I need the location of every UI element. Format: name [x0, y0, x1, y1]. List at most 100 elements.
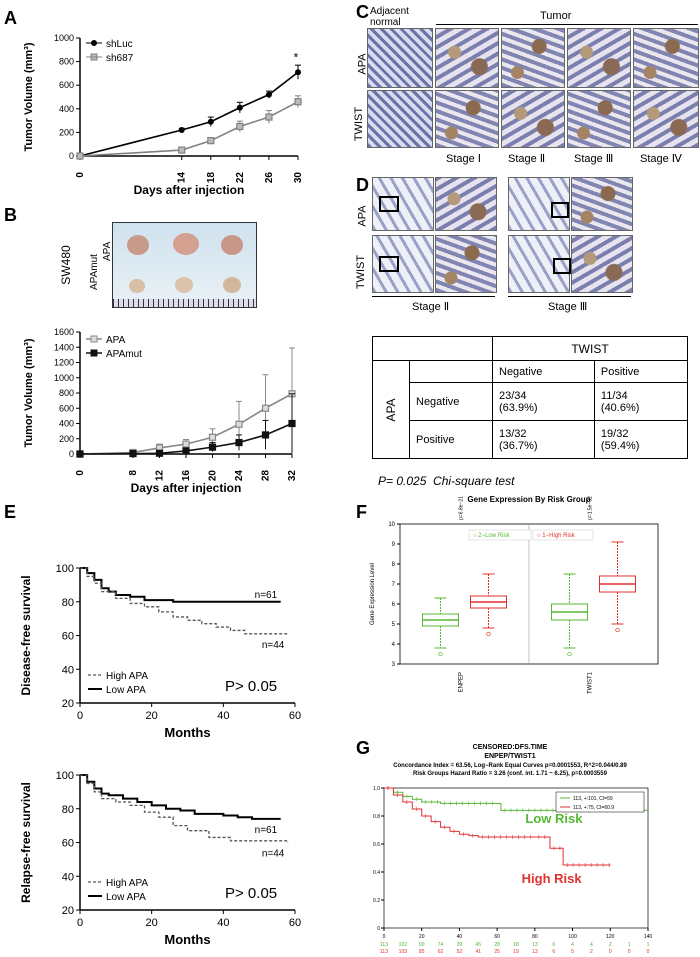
x-tick-label: 0: [75, 172, 86, 178]
at-risk-low: 1: [628, 942, 631, 948]
d-stage3-label: Stage Ⅲ: [548, 301, 588, 313]
panel-letter-f: F: [356, 502, 367, 522]
low-risk-label: Low Risk: [525, 811, 583, 826]
legend-label: shLuc: [106, 39, 133, 50]
x-tick-label: 14: [177, 172, 188, 184]
panel-b-chart: 0 200 400 600 800 1000 1200 1400 1600 0 8 12 16 20 24 2…: [23, 327, 298, 495]
x-tick-label: 80: [532, 934, 538, 940]
ihc-apa-stage4: [633, 28, 699, 88]
at-risk-high: 19: [513, 949, 519, 955]
x-tick-label: 24: [234, 470, 245, 482]
at-risk-high: 5: [571, 949, 574, 955]
x-tick-label: 140: [644, 934, 653, 940]
x-tick-label: 22: [235, 172, 246, 184]
stage3-bracket: [508, 296, 631, 297]
data-point: [182, 447, 190, 455]
data-point: [208, 443, 217, 451]
panel-letter-e: E: [4, 502, 17, 522]
x-tick-label: 0: [383, 934, 386, 940]
series-line-sh687: [79, 101, 299, 157]
data-point: [265, 91, 272, 98]
cell-line-label: SW480: [59, 245, 73, 285]
at-risk-low: 18: [513, 942, 519, 948]
n-label: n=44: [262, 849, 285, 860]
ihc-d-apa-stage3-low: [508, 177, 570, 231]
x-tick-label: 100: [568, 934, 577, 940]
zoom-box: [553, 258, 571, 274]
y-tick-label: 3: [392, 662, 396, 668]
tumor-4: [129, 279, 145, 293]
legend-box: [532, 529, 594, 541]
stage-2-label: Stage Ⅱ: [508, 153, 546, 165]
x-tick-label: 0: [77, 710, 83, 722]
d-stage2-label: Stage Ⅱ: [412, 301, 450, 313]
x-tick-label: 120: [606, 934, 615, 940]
x-tick-label: 18: [206, 172, 217, 184]
ihc-d-apa-stage3-high: [571, 177, 633, 231]
y-axis-label: Tumor Volume (mm³): [23, 42, 35, 151]
at-risk-low: 6: [552, 942, 555, 948]
y-tick-label: 0.2: [373, 898, 380, 904]
outlier: [615, 627, 620, 633]
stage-4-label: Stage Ⅳ: [640, 153, 682, 165]
y-axis-label: Relapse-free survival: [19, 782, 33, 903]
y-tick-label: 40: [62, 871, 74, 883]
at-risk-low: 28: [494, 942, 500, 948]
adjacent-normal-label: Adjacent normal: [370, 6, 409, 28]
at-risk-high: 62: [438, 949, 444, 955]
contingency-table: TWIST APA Negative Positive Negative 23/…: [372, 336, 689, 459]
data-point: [236, 122, 244, 131]
stage2-bracket: [372, 296, 495, 297]
panel-g-km-chart: CENSORED:DFS.TIME ENPEP/TWIST1 Concordance…: [373, 744, 653, 955]
at-risk-high: 13: [532, 949, 538, 955]
y-tick-label: 10: [388, 522, 395, 528]
panel-letter-d: D: [356, 175, 369, 195]
y-tick-label: 1000: [54, 33, 74, 43]
at-risk-low: 1: [647, 942, 650, 948]
title-line4: Risk Groups Hazard Ratio = 3.26 (conf. i…: [413, 771, 608, 777]
at-risk-high: 0: [609, 949, 612, 955]
n-label: n=61: [255, 590, 278, 601]
ihc-d-twist-stage2-high: [435, 235, 497, 293]
table-row-positive: Positive: [409, 420, 493, 459]
at-risk-low: 45: [476, 942, 482, 948]
y-tick-label: 60: [62, 838, 74, 850]
at-risk-low: 102: [399, 942, 408, 948]
x-tick-label: 20: [146, 917, 158, 929]
n-label: n=61: [255, 825, 278, 836]
y-tick-label: 0.4: [373, 870, 380, 876]
data-point: [295, 69, 301, 76]
y-tick-label: 9: [392, 542, 396, 548]
at-risk-low: 13: [532, 942, 538, 948]
stage-3-label: Stage Ⅲ: [574, 153, 614, 165]
data-point: [207, 118, 214, 125]
series-line-shLuc: [79, 71, 299, 157]
data-point: [208, 433, 217, 441]
km-curve-low-apa: [80, 774, 281, 820]
tumor-3: [221, 235, 243, 255]
legend-marker: [90, 335, 98, 343]
x-tick-label: 40: [217, 917, 229, 929]
title-line3: Concordance Index = 63.56, Log−Rank Equa…: [393, 763, 627, 769]
ihc-twist-stage3: [567, 90, 631, 148]
data-point: [76, 450, 84, 458]
data-point: [261, 404, 270, 412]
data-point: [182, 440, 190, 448]
x-tick-label: 12: [155, 470, 166, 482]
legend-marker: [90, 349, 98, 357]
y-tick-label: 0.8: [373, 814, 380, 820]
data-point: [235, 420, 243, 428]
ihc-twist-normal: [367, 90, 433, 148]
at-risk-high: 41: [476, 949, 482, 955]
plot-frame: [383, 787, 649, 929]
legend-label: sh687: [106, 53, 134, 64]
y-axis-label: Gene Expression Level: [370, 563, 376, 625]
tumor-bracket: [436, 24, 698, 25]
y-tick-label: 1.0: [373, 786, 380, 792]
tumor-6: [223, 277, 241, 293]
ihc-apa-normal: [367, 28, 433, 88]
data-point: [178, 127, 185, 134]
panel-letter-c: C: [356, 2, 369, 22]
outlier: [486, 631, 491, 637]
legend-high-apa: High APA: [106, 671, 148, 682]
